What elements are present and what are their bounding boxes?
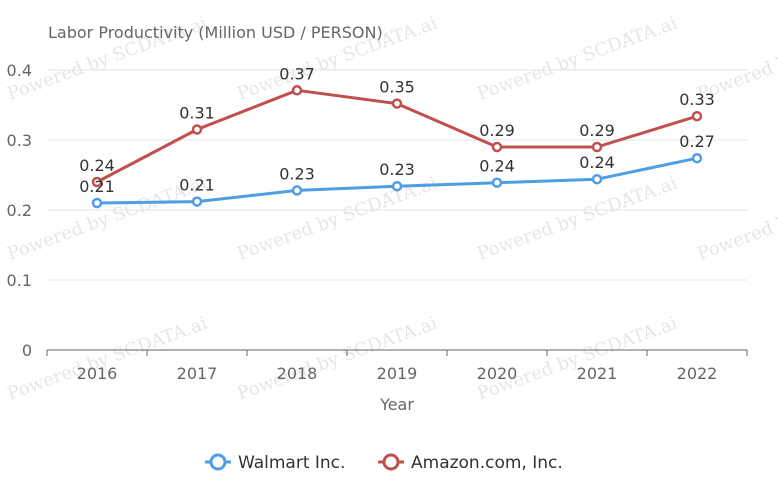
watermark-text: Powered by SCDATA.ai	[475, 313, 681, 405]
watermark-text: Powered by SCDATA.ai	[5, 313, 211, 405]
y-tick-label: 0.2	[7, 201, 32, 220]
data-label: 0.35	[379, 78, 415, 97]
unit-label: Labor Productivity (Million USD / PERSON…	[48, 23, 383, 42]
data-point[interactable]	[591, 173, 603, 185]
series-1	[91, 85, 703, 188]
data-point[interactable]	[391, 180, 403, 192]
data-point[interactable]	[591, 141, 603, 153]
legend-item[interactable]: Amazon.com, Inc.	[378, 453, 563, 473]
gridlines	[47, 69, 747, 281]
data-label: 0.33	[679, 90, 715, 109]
watermark-text: Powered by SCDATA.ai	[695, 173, 778, 265]
data-label: 0.21	[179, 176, 215, 195]
data-label: 0.24	[79, 156, 115, 175]
watermark-text: Powered by SCDATA.ai	[475, 173, 681, 265]
data-point[interactable]	[191, 196, 203, 207]
data-point[interactable]	[91, 197, 103, 209]
y-tick-label: 0	[22, 341, 32, 360]
y-tick-label: 0.3	[7, 131, 32, 150]
watermark-text: Powered by SCDATA.ai	[475, 13, 681, 105]
y-tick-label: 0.1	[7, 271, 32, 290]
data-point[interactable]	[291, 185, 303, 196]
y-tick-label: 0.4	[7, 61, 32, 80]
legend-item[interactable]: Walmart Inc.	[205, 453, 345, 473]
x-axis: 2016 2017 2018 2019 2020 2021 2022	[46, 349, 748, 383]
x-tick-label: 2016	[77, 364, 118, 383]
legend-label: Walmart Inc.	[238, 453, 345, 473]
data-label: 0.24	[479, 157, 515, 176]
data-point[interactable]	[491, 177, 503, 188]
data-label: 0.31	[179, 104, 215, 123]
legend-marker	[209, 453, 227, 471]
x-tick-label: 2018	[277, 364, 318, 383]
legend[interactable]: Walmart Inc. Amazon.com, Inc.	[205, 453, 563, 473]
x-tick-label: 2022	[677, 364, 718, 383]
watermark-layer: Powered by SCDATA.ai Powered by SCDATA.ai…	[5, 13, 778, 405]
x-tick-label: 2020	[477, 364, 518, 383]
series-layer	[91, 85, 703, 209]
watermark-text: Powered by SCDATA.ai	[235, 313, 441, 405]
x-tick-label: 2017	[177, 364, 218, 383]
legend-marker	[382, 453, 400, 471]
data-point[interactable]	[691, 152, 703, 164]
data-label: 0.29	[579, 121, 615, 140]
data-point[interactable]	[391, 98, 403, 109]
y-axis: 0 0.1 0.2 0.3 0.4	[7, 61, 32, 360]
legend-label: Amazon.com, Inc.	[411, 453, 563, 473]
x-tick-label: 2019	[377, 364, 418, 383]
data-label: 0.29	[479, 121, 515, 140]
data-label: 0.21	[79, 177, 115, 196]
data-label: 0.23	[279, 164, 315, 183]
x-axis-title: Year	[379, 395, 414, 414]
data-point[interactable]	[291, 85, 303, 96]
data-label: 0.24	[579, 153, 615, 172]
data-point[interactable]	[491, 141, 503, 153]
data-point[interactable]	[691, 110, 703, 122]
data-point[interactable]	[191, 124, 203, 135]
data-label: 0.27	[679, 132, 715, 151]
data-label: 0.37	[279, 64, 315, 83]
data-labels: 0.21 0.21 0.23 0.23 0.24 0.24 0.27 0.24 0.31 0.37…	[79, 64, 715, 196]
data-point[interactable]	[91, 176, 103, 188]
x-tick-label: 2021	[577, 364, 618, 383]
data-label: 0.23	[379, 160, 415, 179]
series-0	[91, 152, 703, 209]
